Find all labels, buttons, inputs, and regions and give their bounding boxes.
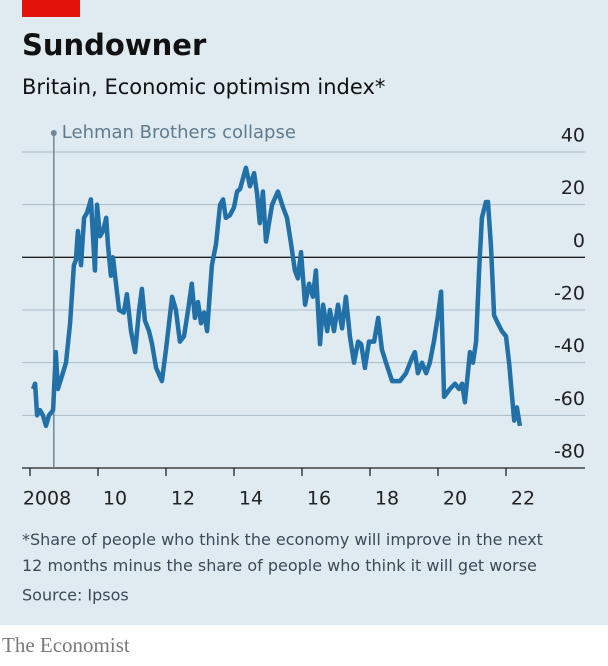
background: [0, 0, 608, 625]
x-tick-label: 12: [171, 488, 195, 510]
y-tick-label: -80: [554, 441, 585, 463]
footer-background: [0, 625, 608, 662]
source: Source: Ipsos: [22, 586, 129, 605]
x-tick-label: 22: [511, 488, 535, 510]
y-tick-label: -20: [554, 283, 585, 305]
footnote: *Share of people who think the economy w…: [22, 530, 543, 575]
chart-title: Sundowner: [22, 28, 207, 62]
y-tick-label: 20: [561, 177, 585, 199]
chart-subtitle: Britain, Economic optimism index*: [22, 75, 385, 99]
x-tick-label: 10: [103, 488, 127, 510]
y-tick-label: 40: [561, 125, 585, 147]
y-tick-label: 0: [573, 230, 585, 252]
footnote-line: *Share of people who think the economy w…: [22, 530, 543, 549]
y-tick-label: -60: [554, 388, 585, 410]
x-tick-label: 16: [307, 488, 331, 510]
publisher: The Economist: [2, 633, 130, 657]
x-tick-label: 14: [239, 488, 263, 510]
series-line: [30, 165, 523, 429]
y-tick-label: -40: [554, 335, 585, 357]
annotation-dot: [50, 130, 57, 136]
annotation-text: Lehman Brothers collapse: [62, 122, 296, 143]
x-tick-label: 2008: [23, 488, 71, 510]
x-tick-label: 18: [375, 488, 399, 510]
footnote-line: 12 months minus the share of people who …: [22, 556, 537, 575]
red-tag: [22, 0, 80, 17]
x-tick-label: 20: [443, 488, 467, 510]
